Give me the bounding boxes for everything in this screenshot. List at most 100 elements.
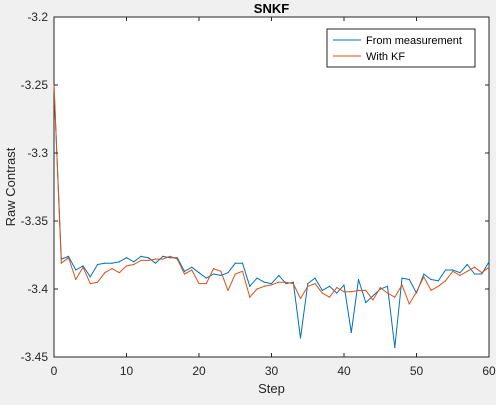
data-point-with-kf bbox=[241, 270, 244, 272]
data-point-from-measurement bbox=[365, 302, 367, 304]
data-point-from-measurement bbox=[278, 274, 280, 276]
data-point-with-kf bbox=[278, 281, 280, 283]
data-point-from-measurement bbox=[198, 272, 200, 274]
data-point-with-kf bbox=[488, 266, 490, 268]
legend: From measurement With KF bbox=[326, 28, 476, 68]
data-point-from-measurement bbox=[321, 289, 323, 291]
data-point-with-kf bbox=[82, 266, 84, 268]
data-point-with-kf bbox=[386, 292, 389, 294]
data-point-with-kf bbox=[292, 282, 294, 285]
data-point-from-measurement bbox=[140, 255, 142, 257]
data-point-from-measurement bbox=[350, 331, 352, 334]
data-point-from-measurement bbox=[357, 278, 360, 281]
data-point-with-kf bbox=[169, 255, 171, 257]
data-point-from-measurement bbox=[336, 292, 338, 294]
data-point-from-measurement bbox=[205, 277, 207, 279]
data-point-with-kf bbox=[205, 282, 207, 285]
data-point-with-kf bbox=[104, 272, 106, 274]
series-layer bbox=[53, 84, 490, 349]
data-point-from-measurement bbox=[133, 261, 135, 263]
data-point-with-kf bbox=[350, 291, 352, 293]
data-point-with-kf bbox=[133, 263, 135, 266]
data-point-with-kf bbox=[111, 268, 113, 270]
data-point-with-kf bbox=[459, 274, 461, 276]
data-point-with-kf bbox=[249, 296, 251, 298]
data-point-from-measurement bbox=[212, 273, 215, 275]
y-tick-label: -3.4 bbox=[27, 282, 48, 296]
data-point-with-kf bbox=[154, 258, 157, 260]
x-tick-label: 40 bbox=[337, 364, 351, 378]
plot-area bbox=[53, 16, 490, 358]
data-point-from-measurement bbox=[147, 257, 149, 259]
data-point-with-kf bbox=[140, 259, 142, 262]
data-point-from-measurement bbox=[118, 261, 120, 263]
data-point-from-measurement bbox=[488, 261, 490, 263]
data-point-from-measurement bbox=[89, 276, 91, 278]
data-point-with-kf bbox=[321, 292, 323, 294]
data-point-with-kf bbox=[162, 258, 164, 260]
data-point-from-measurement bbox=[75, 269, 77, 271]
data-point-from-measurement bbox=[401, 277, 403, 279]
y-tick-label: -3.3 bbox=[27, 146, 48, 160]
data-point-from-measurement bbox=[408, 278, 410, 281]
data-point-from-measurement bbox=[96, 263, 99, 266]
x-tick-label: 0 bbox=[51, 364, 58, 378]
data-point-with-kf bbox=[437, 285, 439, 287]
data-point-from-measurement bbox=[430, 278, 432, 281]
data-point-from-measurement bbox=[437, 280, 439, 282]
data-point-with-kf bbox=[263, 285, 265, 287]
data-point-with-kf bbox=[314, 282, 316, 285]
data-point-with-kf bbox=[336, 287, 338, 289]
data-point-with-kf bbox=[212, 268, 215, 270]
data-point-from-measurement bbox=[162, 255, 164, 257]
data-point-with-kf bbox=[234, 273, 236, 275]
data-point-with-kf bbox=[227, 289, 229, 291]
data-point-from-measurement bbox=[292, 281, 294, 283]
data-point-with-kf bbox=[365, 289, 367, 291]
data-point-with-kf bbox=[379, 287, 381, 289]
data-point-from-measurement bbox=[394, 346, 396, 349]
data-point-from-measurement bbox=[176, 257, 178, 259]
data-point-with-kf bbox=[444, 280, 447, 282]
data-point-from-measurement bbox=[473, 273, 476, 275]
data-point-with-kf bbox=[401, 284, 403, 286]
data-point-from-measurement bbox=[125, 257, 128, 259]
data-point-with-kf bbox=[96, 281, 99, 283]
data-point-from-measurement bbox=[343, 284, 345, 286]
y-axis-label: Raw Contrast bbox=[3, 147, 18, 226]
data-point-from-measurement bbox=[111, 262, 113, 264]
data-point-with-kf bbox=[191, 269, 193, 271]
data-point-with-kf bbox=[220, 270, 222, 272]
data-point-with-kf bbox=[466, 270, 468, 272]
x-tick-label: 10 bbox=[120, 364, 134, 378]
data-point-with-kf bbox=[299, 297, 302, 300]
data-point-with-kf bbox=[328, 296, 331, 298]
data-point-with-kf bbox=[415, 291, 418, 293]
data-point-with-kf bbox=[270, 284, 273, 286]
y-tick-label: -3.25 bbox=[21, 78, 49, 92]
data-point-from-measurement bbox=[234, 262, 236, 264]
y-tick-label: -3.2 bbox=[27, 10, 48, 24]
data-point-with-kf bbox=[285, 281, 287, 283]
x-tick-label: 60 bbox=[482, 364, 496, 378]
data-point-from-measurement bbox=[227, 272, 229, 274]
data-point-with-kf bbox=[176, 258, 178, 260]
data-point-with-kf bbox=[60, 262, 62, 264]
data-point-from-measurement bbox=[372, 295, 374, 297]
data-point-with-kf bbox=[394, 296, 396, 298]
data-point-with-kf bbox=[423, 276, 425, 278]
data-point-with-kf bbox=[89, 282, 91, 285]
series-from-measurement bbox=[53, 84, 490, 349]
data-point-from-measurement bbox=[459, 272, 461, 274]
data-point-with-kf bbox=[256, 288, 258, 290]
data-point-from-measurement bbox=[423, 273, 425, 275]
series-with-kf bbox=[53, 84, 490, 305]
data-point-with-kf bbox=[198, 282, 200, 285]
data-point-with-kf bbox=[473, 266, 476, 268]
data-point-with-kf bbox=[125, 265, 128, 267]
y-tick-label: -3.45 bbox=[21, 350, 49, 364]
data-point-from-measurement bbox=[270, 282, 273, 285]
data-point-from-measurement bbox=[191, 266, 193, 268]
